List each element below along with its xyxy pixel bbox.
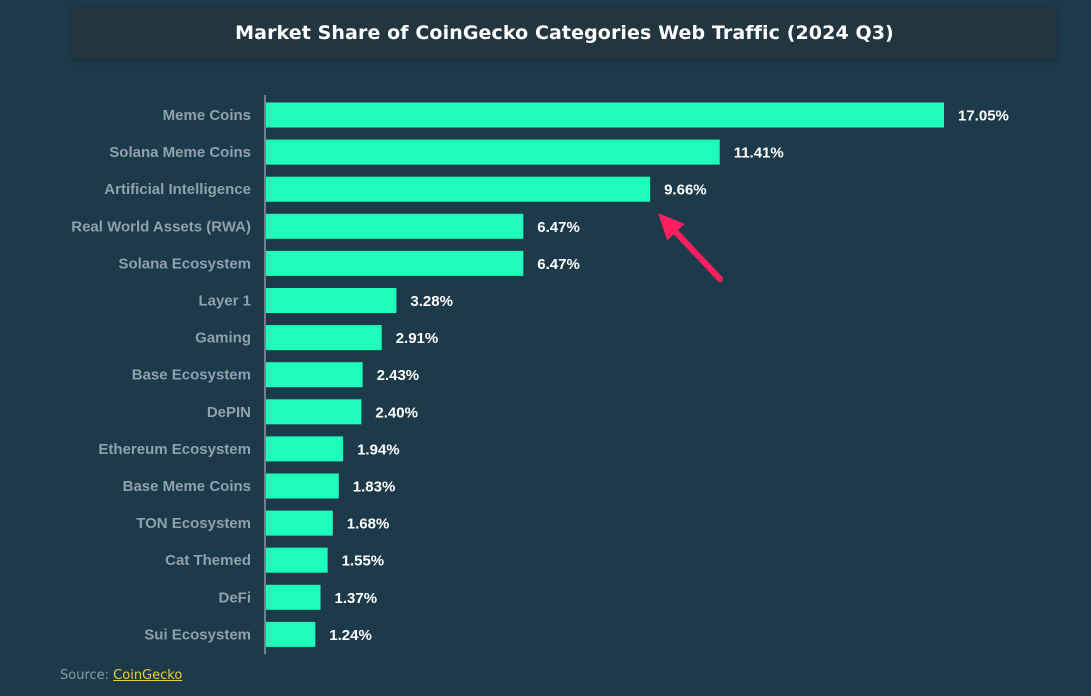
bar	[266, 473, 339, 499]
category-label: Cat Themed	[165, 552, 251, 569]
bar	[266, 362, 363, 388]
bar-chart: Meme Coins 17.05% Solana Meme Coins 11.41% A…	[71, 95, 1009, 655]
bar	[266, 621, 316, 647]
annotation-arrow-head	[658, 213, 685, 241]
category-label: Ethereum Ecosystem	[98, 441, 251, 458]
annotation-arrow-shaft	[672, 229, 724, 283]
value-label: 17.05%	[958, 108, 1009, 125]
source-note: Source: CoinGecko	[60, 668, 182, 683]
category-label: Sui Ecosystem	[144, 626, 251, 643]
category-label: DePIN	[207, 404, 251, 421]
source-link[interactable]: CoinGecko	[113, 668, 183, 683]
category-label: Solana Meme Coins	[109, 144, 251, 161]
value-label: 1.68%	[347, 516, 390, 533]
bar	[266, 436, 344, 462]
value-label: 1.24%	[329, 627, 372, 644]
chart-title-bar: Market Share of CoinGecko Categories Web…	[72, 8, 1057, 58]
category-label: Meme Coins	[163, 107, 251, 124]
bar	[266, 510, 333, 536]
value-label: 1.37%	[335, 590, 378, 607]
value-label: 9.66%	[664, 182, 707, 199]
bar	[266, 213, 524, 239]
value-label: 1.94%	[357, 441, 400, 458]
value-label: 11.41%	[734, 145, 784, 162]
source-prefix: Source:	[60, 668, 114, 683]
bar	[266, 250, 524, 276]
value-label: 1.55%	[342, 553, 385, 570]
value-label: 6.47%	[537, 219, 580, 236]
bar	[266, 288, 397, 313]
category-label: Solana Ecosystem	[118, 255, 251, 272]
bar	[266, 139, 720, 165]
value-label: 2.43%	[377, 367, 420, 384]
value-label: 6.47%	[537, 256, 580, 273]
category-label: DeFi	[218, 589, 251, 606]
bar	[266, 547, 328, 573]
bar	[266, 399, 362, 425]
bar	[266, 102, 944, 128]
bar	[266, 176, 651, 202]
category-label: Artificial Intelligence	[104, 181, 251, 198]
category-label: Layer 1	[198, 293, 251, 310]
category-label: Base Ecosystem	[132, 367, 251, 384]
chart-title: Market Share of CoinGecko Categories Web…	[235, 22, 894, 44]
bar	[266, 325, 382, 351]
category-label: Real World Assets (RWA)	[71, 218, 251, 235]
value-label: 2.40%	[375, 404, 418, 421]
category-label: Gaming	[195, 330, 251, 347]
value-label: 2.91%	[396, 330, 439, 347]
value-label: 1.83%	[353, 479, 396, 496]
bar	[266, 584, 321, 610]
category-label: TON Ecosystem	[136, 515, 251, 532]
category-label: Base Meme Coins	[123, 478, 251, 495]
value-label: 3.28%	[410, 293, 453, 310]
